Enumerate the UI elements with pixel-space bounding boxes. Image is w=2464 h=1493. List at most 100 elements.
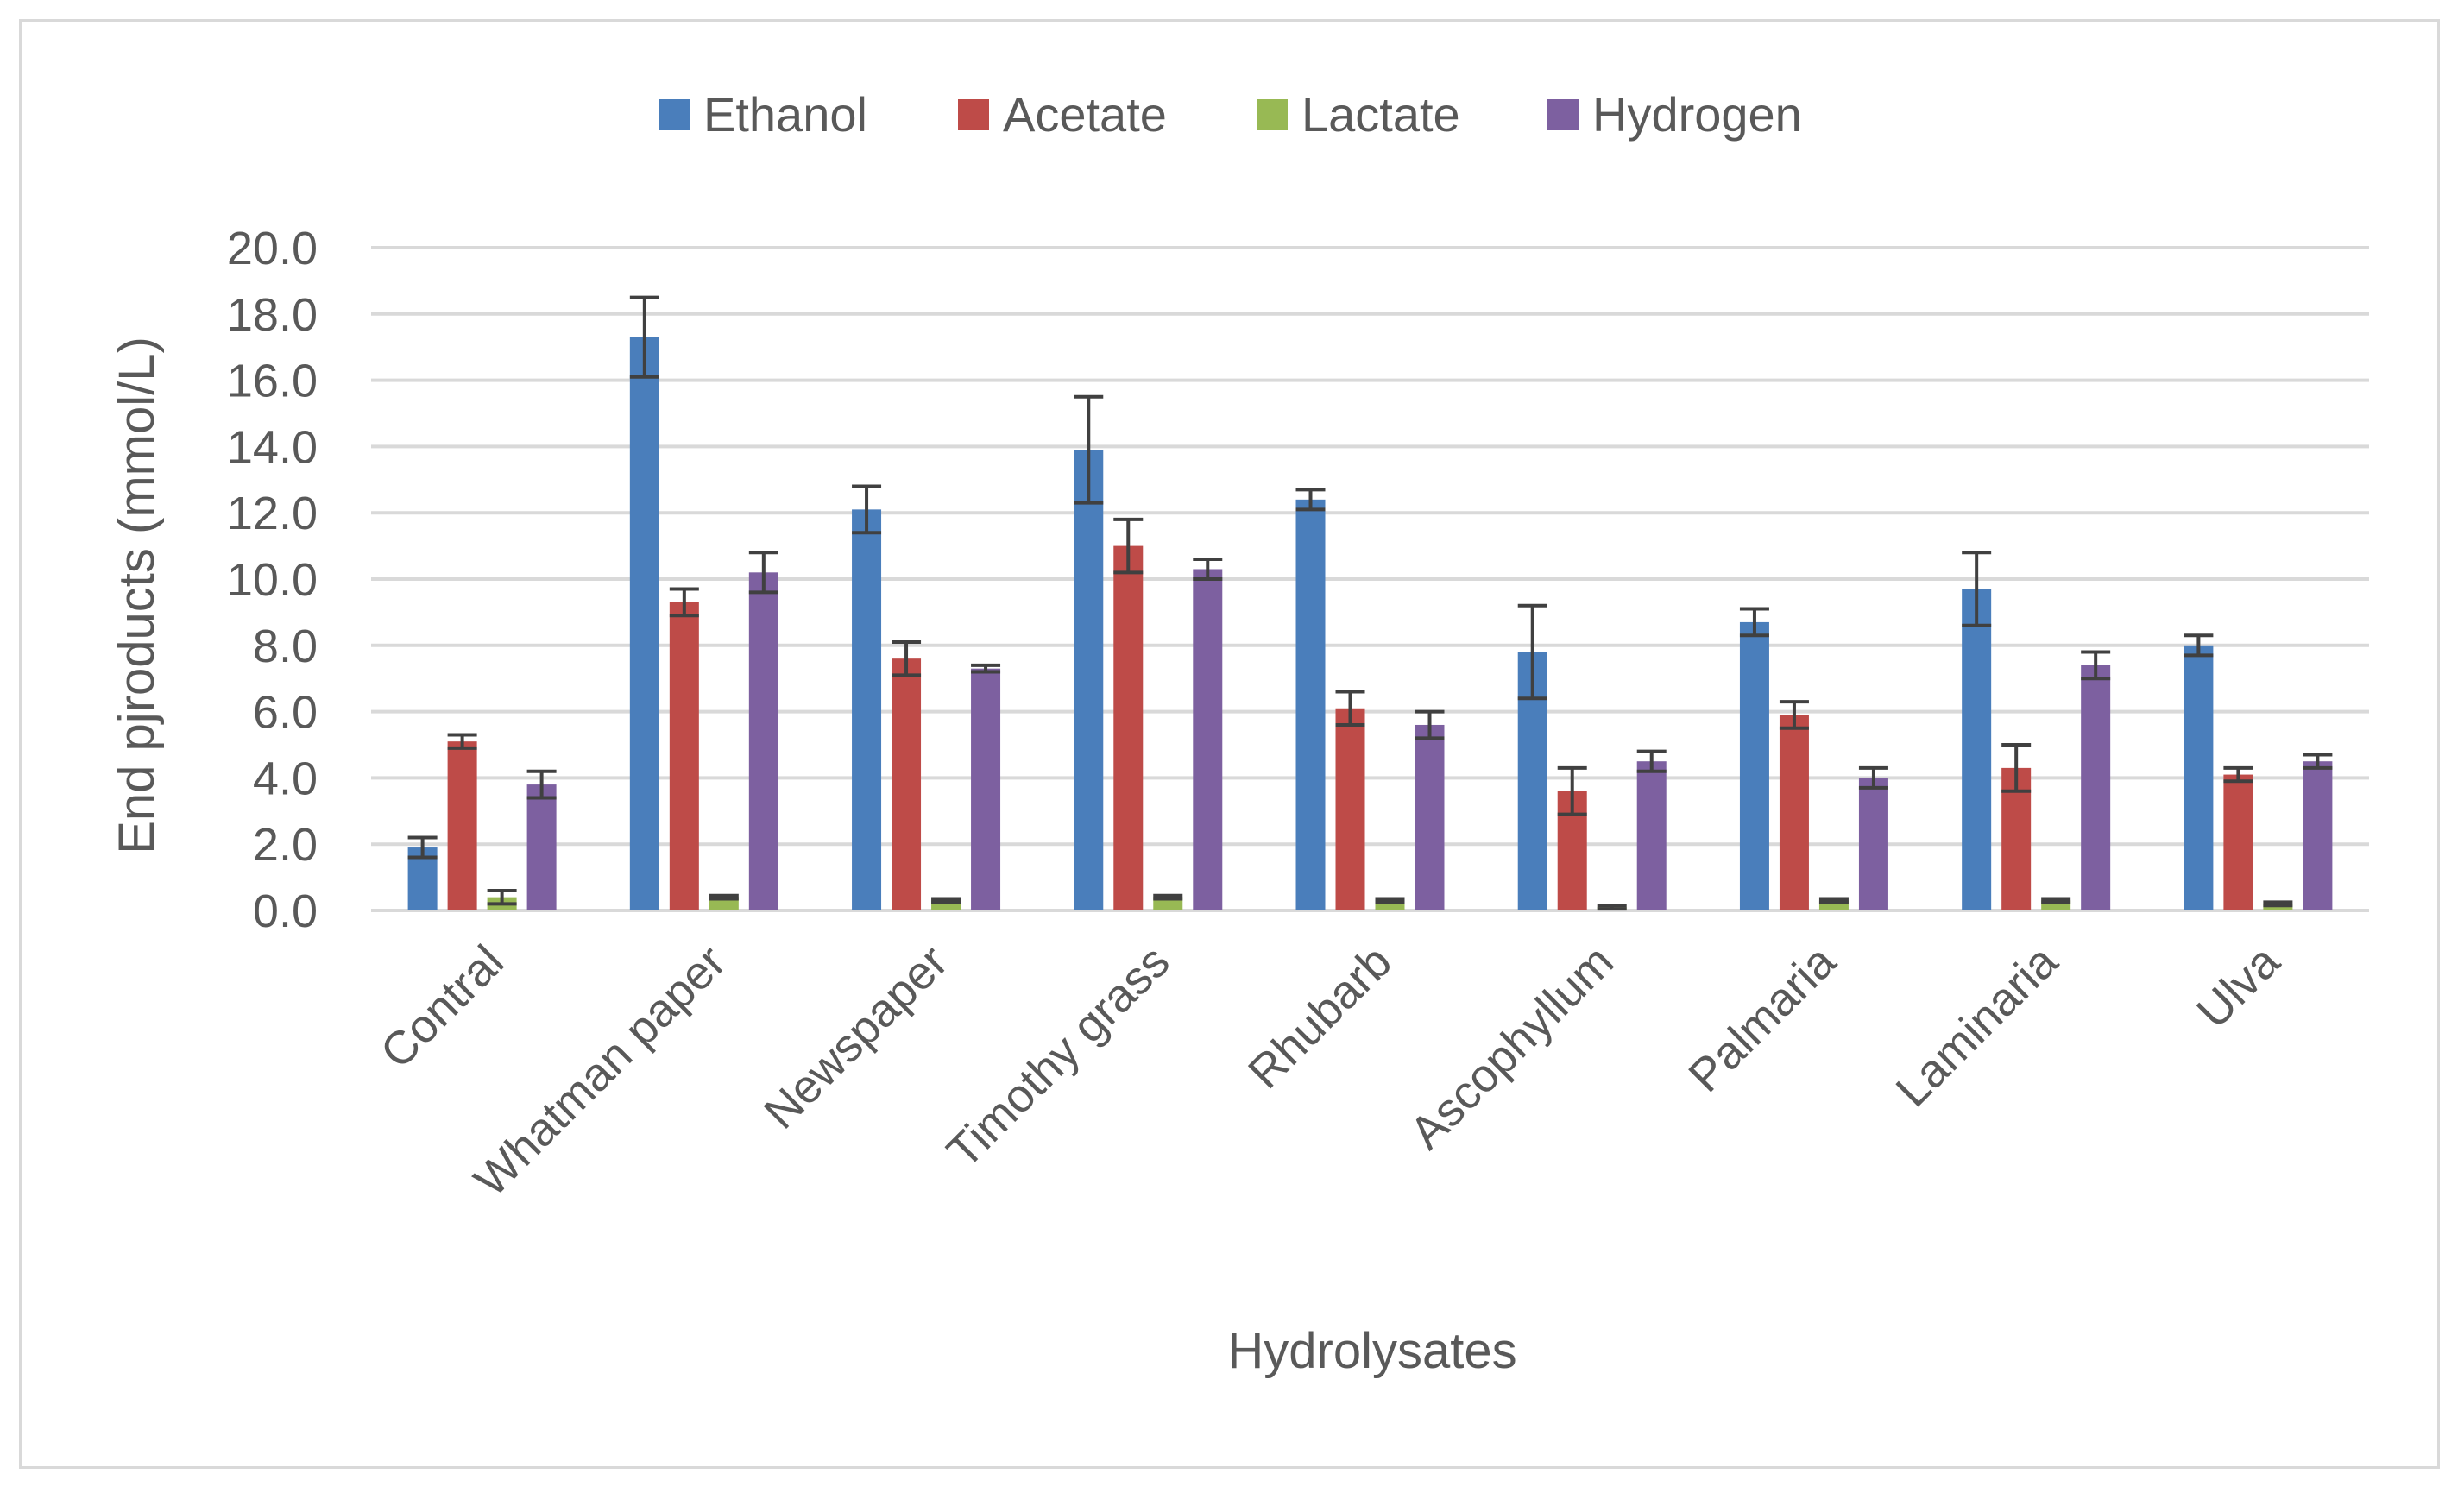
y-tick-label: 20.0 xyxy=(227,223,318,274)
error-bar-hydrogen-0 xyxy=(526,769,557,800)
error-bar-hydrogen-5 xyxy=(1636,749,1667,773)
bars xyxy=(407,337,2333,910)
x-category-label: Ulva xyxy=(2187,935,2290,1037)
y-tick-label: 16.0 xyxy=(227,356,318,407)
error-bar-hydrogen-4 xyxy=(1415,709,1445,740)
x-category-label: Timothy grass xyxy=(937,935,1180,1178)
error-bar-lactate-8 xyxy=(2263,900,2293,908)
bar-hydrogen-5 xyxy=(1636,761,1667,910)
legend-label: Acetate xyxy=(1003,87,1167,142)
error-bar-lactate-4 xyxy=(1375,897,1405,904)
error-bar-lactate-5 xyxy=(1597,904,1627,911)
error-bar-hydrogen-6 xyxy=(1858,765,1888,790)
x-category-label: Palmaria xyxy=(1679,935,1846,1102)
legend-swatch xyxy=(659,99,690,130)
legend-label: Hydrogen xyxy=(1592,87,1802,142)
y-tick-label: 12.0 xyxy=(227,488,318,539)
bar-lactate-2 xyxy=(931,900,961,910)
x-category-label: Newspaper xyxy=(754,935,958,1139)
bar-hydrogen-8 xyxy=(2303,761,2333,910)
bar-acetate-0 xyxy=(447,741,477,910)
legend-item-lactate: Lactate xyxy=(1257,87,1460,142)
x-category-label: Contral xyxy=(371,935,514,1079)
error-bar-lactate-2 xyxy=(931,897,961,904)
y-axis-ticks: 0.0 2.0 4.0 6.0 8.0 10.0 12.0 14.0 16.0 18.0 20.0 xyxy=(227,223,318,937)
bar-lactate-7 xyxy=(2041,900,2071,910)
bar-acetate-8 xyxy=(2223,774,2253,910)
error-bar-lactate-6 xyxy=(1818,897,1849,904)
bar-acetate-3 xyxy=(1113,545,1144,910)
bar-hydrogen-4 xyxy=(1415,724,1445,910)
y-tick-label: 4.0 xyxy=(253,753,318,804)
bar-acetate-4 xyxy=(1335,708,1365,910)
bar-ethanol-6 xyxy=(1739,621,1769,910)
error-bar-lactate-0 xyxy=(487,888,517,906)
x-category-label: Laminaria xyxy=(1887,935,2069,1117)
error-bar-ethanol-6 xyxy=(1739,607,1769,638)
error-bar-ethanol-0 xyxy=(407,835,438,860)
bar-hydrogen-6 xyxy=(1858,778,1888,910)
error-bar-lactate-7 xyxy=(2041,897,2071,904)
bar-ethanol-3 xyxy=(1074,450,1104,910)
y-axis-title: End pjroducts (mmol/L) xyxy=(109,337,165,854)
error-bar-ethanol-4 xyxy=(1295,488,1326,512)
x-category-label: Ascophyllum xyxy=(1400,935,1623,1159)
error-bar-acetate-0 xyxy=(447,733,477,750)
legend-label: Ethanol xyxy=(703,87,867,142)
error-bar-hydrogen-3 xyxy=(1193,557,1223,581)
legend-item-ethanol: Ethanol xyxy=(659,87,867,142)
bar-hydrogen-0 xyxy=(526,784,557,910)
error-bar-lactate-3 xyxy=(1153,893,1183,901)
x-axis-title: Hydrolysates xyxy=(1227,1323,1516,1379)
error-bar-acetate-3 xyxy=(1113,517,1144,575)
legend-swatch xyxy=(1257,99,1288,130)
legend-label: Lactate xyxy=(1301,87,1460,142)
y-tick-label: 14.0 xyxy=(227,421,318,473)
error-bar-ethanol-2 xyxy=(852,484,882,535)
y-tick-label: 18.0 xyxy=(227,289,318,341)
bar-acetate-6 xyxy=(1779,715,1809,910)
bar-ethanol-8 xyxy=(2184,645,2214,910)
error-bar-acetate-1 xyxy=(669,587,699,618)
bar-ethanol-2 xyxy=(852,509,882,910)
error-bar-acetate-7 xyxy=(2001,743,2032,793)
error-bar-acetate-4 xyxy=(1335,690,1365,727)
bar-lactate-6 xyxy=(1818,900,1849,910)
legend: Ethanol Acetate Lactate Hydrogen xyxy=(659,87,1802,142)
bar-hydrogen-2 xyxy=(971,668,1001,910)
gridlines xyxy=(371,246,2369,912)
legend-item-acetate: Acetate xyxy=(958,87,1167,142)
bar-ethanol-7 xyxy=(1962,589,1992,910)
error-bar-acetate-8 xyxy=(2223,765,2253,784)
error-bar-acetate-2 xyxy=(892,639,922,677)
bar-acetate-2 xyxy=(892,658,922,910)
error-bar-hydrogen-1 xyxy=(748,551,778,595)
error-bar-acetate-5 xyxy=(1557,765,1587,816)
chart-frame xyxy=(19,19,2440,1469)
error-bar-lactate-1 xyxy=(709,893,739,901)
y-tick-label: 10.0 xyxy=(227,554,318,606)
bar-hydrogen-3 xyxy=(1193,569,1223,910)
bar-ethanol-4 xyxy=(1295,499,1326,910)
error-bar-ethanol-7 xyxy=(1962,551,1992,627)
error-bar-hydrogen-2 xyxy=(971,663,1001,674)
error-bars xyxy=(407,295,2333,911)
error-bar-hydrogen-8 xyxy=(2303,753,2333,770)
bar-ethanol-1 xyxy=(629,337,659,910)
y-tick-label: 0.0 xyxy=(253,885,318,937)
error-bar-hydrogen-7 xyxy=(2081,650,2111,681)
error-bar-ethanol-8 xyxy=(2184,633,2214,658)
bar-lactate-4 xyxy=(1375,900,1405,910)
bar-acetate-1 xyxy=(669,602,699,910)
error-bar-ethanol-5 xyxy=(1517,603,1547,701)
bar-hydrogen-1 xyxy=(748,572,778,910)
y-tick-label: 8.0 xyxy=(253,621,318,672)
legend-item-hydrogen: Hydrogen xyxy=(1547,87,1802,142)
legend-swatch xyxy=(958,99,989,130)
legend-swatch xyxy=(1547,99,1579,130)
error-bar-ethanol-1 xyxy=(629,295,659,379)
x-category-label: Rhubarb xyxy=(1238,935,1402,1099)
y-tick-label: 2.0 xyxy=(253,819,318,871)
